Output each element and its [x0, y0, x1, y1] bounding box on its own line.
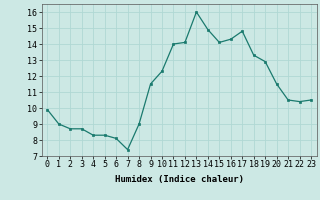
X-axis label: Humidex (Indice chaleur): Humidex (Indice chaleur) — [115, 175, 244, 184]
